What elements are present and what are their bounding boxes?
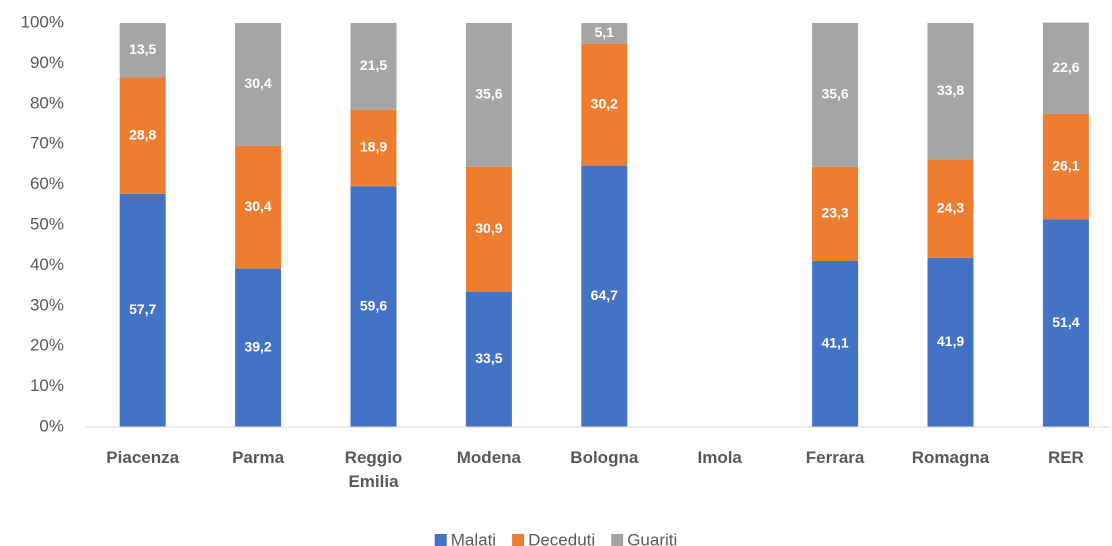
data-label: 21,5: [360, 57, 387, 73]
data-label: 35,6: [821, 86, 848, 102]
bar-segment: [465, 166, 512, 292]
bar-segment: [927, 159, 974, 258]
legend-label: Guariti: [627, 530, 677, 546]
y-tick-label: 80%: [30, 93, 64, 112]
x-tick-label: Parma: [232, 448, 285, 467]
legend-swatch: [434, 534, 447, 546]
bar-segment: [235, 145, 282, 269]
data-label: 57,7: [129, 301, 156, 317]
y-tick-label: 60%: [30, 174, 64, 193]
data-label: 18,9: [360, 139, 387, 155]
bar-segment: [581, 43, 628, 166]
bar-segment: [927, 23, 974, 160]
x-tick-label: Ferrara: [805, 448, 865, 467]
legend-label: Deceduti: [528, 530, 595, 546]
bar-segment: [812, 260, 859, 427]
y-tick-label: 70%: [30, 134, 64, 153]
data-label: 30,9: [475, 220, 502, 236]
x-tick-label: Piacenza: [106, 448, 180, 467]
data-label: 5,1: [595, 24, 615, 40]
bar-segment: [235, 23, 282, 146]
x-tick-label: RER: [1047, 448, 1084, 467]
legend-label: Malati: [451, 530, 496, 546]
x-tick-label: Imola: [697, 448, 742, 467]
data-label: 41,9: [937, 333, 964, 349]
bar-segment: [812, 23, 859, 167]
y-tick-label: 30%: [30, 295, 64, 314]
bar-segment: [235, 268, 282, 427]
bar-segment: [581, 23, 628, 44]
x-tick-label: Modena: [456, 448, 521, 467]
bar-segment: [119, 77, 166, 194]
data-label: 64,7: [591, 287, 618, 303]
bar-segment: [581, 165, 628, 427]
data-label: 30,2: [591, 95, 618, 111]
data-label: 26,1: [1052, 157, 1079, 173]
bar-segment: [1042, 22, 1089, 114]
bar-segment: [1042, 113, 1089, 220]
bar-segment: [927, 257, 974, 427]
data-label: 28,8: [129, 126, 156, 142]
data-label: 51,4: [1052, 314, 1079, 330]
bar-segment: [350, 186, 397, 427]
x-tick-label: Reggio Emilia: [344, 448, 403, 491]
data-label: 22,6: [1052, 59, 1079, 75]
data-label: 13,5: [129, 41, 156, 57]
y-tick-label: 100%: [21, 12, 64, 31]
bar-segment: [350, 23, 397, 110]
bar-segment: [1042, 219, 1089, 427]
data-label: 30,4: [244, 75, 271, 91]
bar-segment: [465, 23, 512, 167]
legend-swatch: [611, 534, 624, 546]
bar-segment: [812, 166, 859, 261]
y-tick-label: 10%: [30, 376, 64, 395]
bar-segment: [350, 109, 397, 187]
data-label: 24,3: [937, 199, 964, 215]
bar-segment: [119, 23, 166, 78]
bar-segment: [119, 193, 166, 427]
data-label: 41,1: [821, 335, 848, 351]
y-tick-label: 20%: [30, 336, 64, 355]
x-tick-label: Bologna: [570, 448, 639, 467]
y-tick-label: 50%: [30, 214, 64, 233]
data-label: 59,6: [360, 297, 387, 313]
data-label: 23,3: [821, 205, 848, 221]
data-label: 30,4: [244, 198, 271, 214]
data-label: 33,8: [937, 82, 964, 98]
y-tick-label: 90%: [30, 53, 64, 72]
y-tick-label: 0%: [39, 416, 64, 435]
bar-segment: [465, 291, 512, 427]
x-tick-label: Romagna: [911, 448, 990, 467]
legend-swatch: [512, 534, 525, 546]
data-label: 39,2: [244, 339, 271, 355]
y-tick-label: 40%: [30, 255, 64, 274]
data-label: 35,6: [475, 86, 502, 102]
data-label: 33,5: [475, 350, 502, 366]
